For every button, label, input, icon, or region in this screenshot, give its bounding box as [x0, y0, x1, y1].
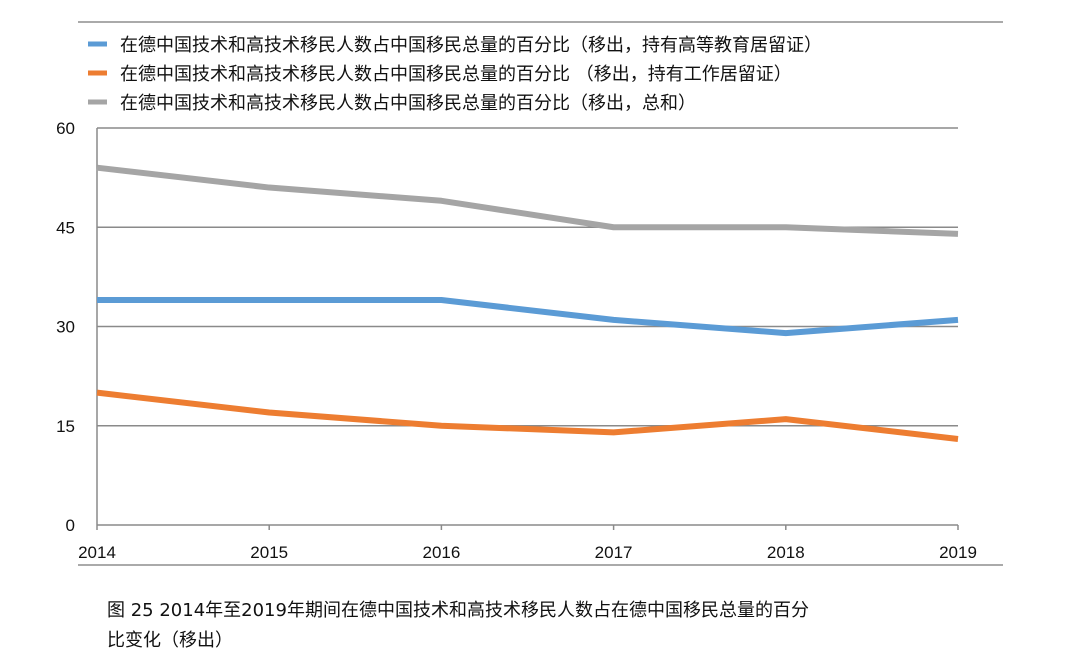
y-tick-label: 45	[56, 218, 75, 237]
legend-label: 在德中国技术和高技术移民人数占中国移民总量的百分比 （移出，持有工作居留证）	[120, 64, 792, 85]
x-tick-label: 2018	[767, 543, 805, 562]
line-chart: 0 15 30 45 60 2014 2015 2016 2017 2018 2019 在德中国技术和…	[56, 35, 977, 562]
series-line	[96, 164, 959, 237]
series-line	[97, 297, 959, 337]
y-tick-label: 60	[56, 119, 75, 138]
figure-caption: 图 25 2014年至2019年期间在德中国技术和高技术移民人数占在德中国移民总…	[107, 596, 987, 656]
legend-label: 在德中国技术和高技术移民人数占中国移民总量的百分比（移出，总和）	[120, 93, 696, 114]
y-tick-label: 0	[66, 516, 75, 535]
x-tick-label: 2016	[422, 543, 460, 562]
y-tick-label: 15	[56, 417, 75, 436]
x-tick-label: 2014	[78, 543, 116, 562]
caption-line-2: 比变化（移出）	[107, 630, 233, 651]
legend-label: 在德中国技术和高技术移民人数占中国移民总量的百分比（移出，持有高等教育居留证）	[120, 35, 822, 56]
x-tick-label: 2017	[595, 543, 633, 562]
caption-line-1: 图 25 2014年至2019年期间在德中国技术和高技术移民人数占在德中国移民总…	[107, 600, 809, 621]
x-tick-label: 2015	[250, 543, 288, 562]
series-line	[96, 389, 959, 442]
x-tick-label: 2019	[939, 543, 977, 562]
chart-frame	[78, 21, 1003, 566]
y-tick-label: 30	[56, 318, 75, 337]
